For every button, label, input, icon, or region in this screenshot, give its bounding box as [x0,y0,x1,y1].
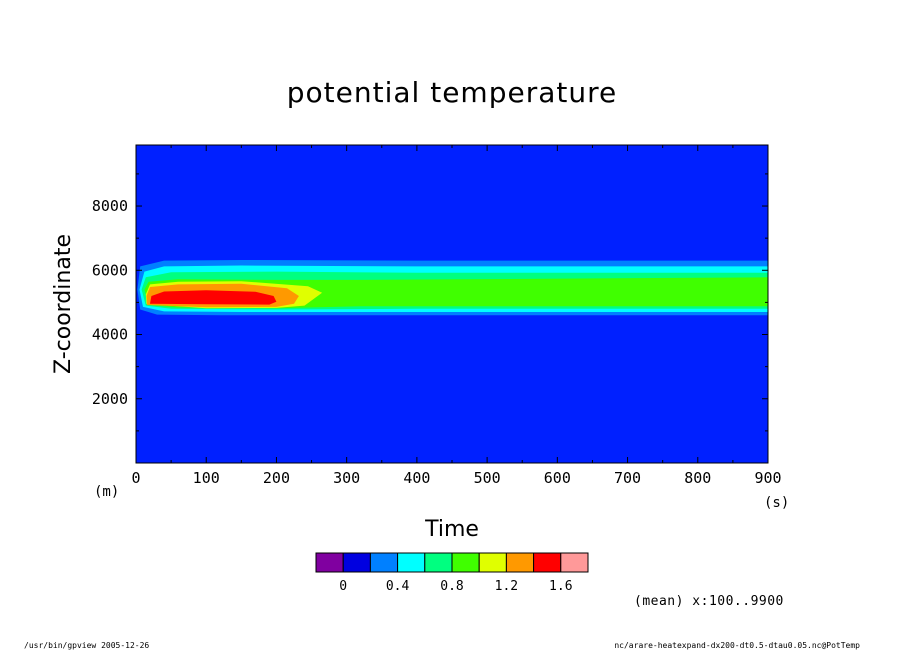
x-tick-label: 700 [614,469,641,487]
x-tick-label: 100 [193,469,220,487]
x-tick-label: 800 [684,469,711,487]
y-tick-label: 2000 [92,390,128,408]
chart-title: potential temperature [287,76,617,109]
colorbar-label: 0 [339,579,347,594]
x-tick-label: 0 [131,469,140,487]
colorbar-label: 1.2 [495,579,518,594]
contour-fill-layer [137,260,769,316]
x-tick-label: 500 [474,469,501,487]
colorbar: 0 0.4 0.8 1.2 1.6 [315,552,589,594]
y-axis-label: Z-coordinate [51,234,76,374]
y-axis-ticks: 2000 4000 6000 8000 [92,173,768,432]
colorbar-swatch [451,552,480,573]
footer-program-date: /usr/bin/gpview 2005-12-26 [24,641,150,650]
colorbar-label: 0.4 [386,579,410,594]
plot-area: 0 100 200 300 400 500 600 700 800 900 2000 4000 600… [92,144,782,487]
contour-band-6 [150,290,277,305]
y-tick-label: 6000 [92,261,128,279]
colorbar-label: 1.6 [549,579,572,594]
x-tick-label: 300 [333,469,360,487]
x-tick-label: 200 [263,469,290,487]
footer-source-file: nc/arare-heatexpand-dx200-dt0.5-dtau0.05… [614,641,860,650]
y-tick-label: 8000 [92,197,128,215]
x-axis-ticks: 0 100 200 300 400 500 600 700 800 900 [131,145,782,487]
x-axis-label: Time [424,517,479,542]
colorbar-swatch [505,552,535,573]
colorbar-swatch [560,552,589,573]
colorbar-swatch [397,552,426,573]
colorbar-swatch [342,552,371,573]
y-tick-label: 4000 [92,326,128,344]
x-unit-label: (s) [764,495,789,511]
colorbar-swatch [424,552,453,573]
x-tick-label: 900 [754,469,781,487]
x-tick-label: 600 [544,469,571,487]
mean-note: (mean) x:100..9900 [634,594,784,609]
colorbar-swatch [533,552,562,573]
colorbar-swatch [315,552,344,573]
x-tick-label: 400 [403,469,430,487]
y-unit-label: (m) [94,484,119,500]
colorbar-swatch [369,552,399,573]
colorbar-label: 0.8 [440,579,463,594]
colorbar-swatch [478,552,507,573]
